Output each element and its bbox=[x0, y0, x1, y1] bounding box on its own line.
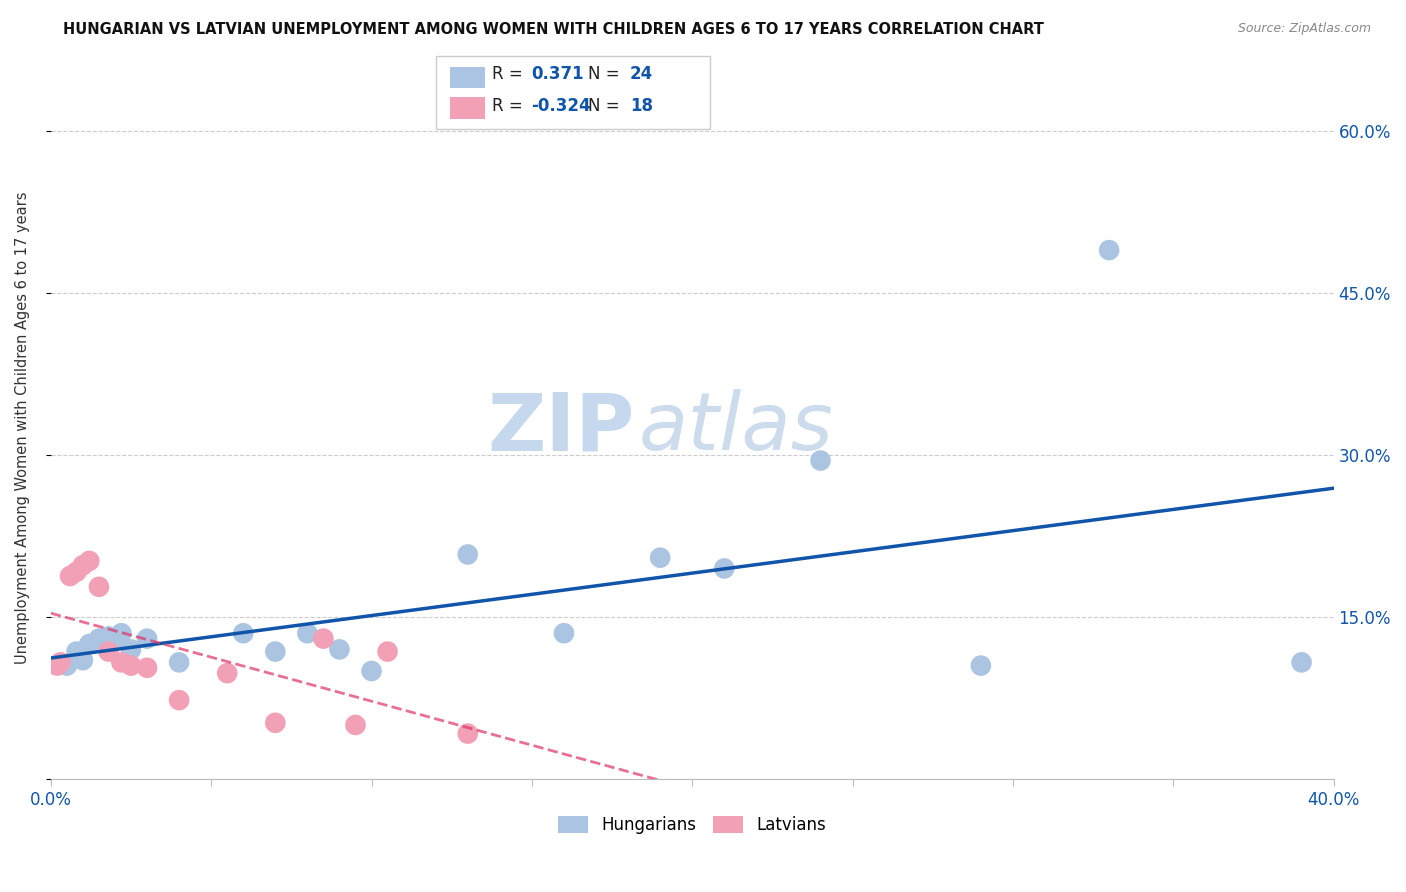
Point bbox=[1291, 656, 1313, 670]
Point bbox=[72, 558, 94, 573]
Text: HUNGARIAN VS LATVIAN UNEMPLOYMENT AMONG WOMEN WITH CHILDREN AGES 6 TO 17 YEARS C: HUNGARIAN VS LATVIAN UNEMPLOYMENT AMONG … bbox=[63, 22, 1045, 37]
Point bbox=[87, 632, 110, 646]
Text: -0.324: -0.324 bbox=[531, 97, 591, 115]
Point bbox=[97, 644, 120, 658]
Point bbox=[377, 644, 399, 658]
Text: Source: ZipAtlas.com: Source: ZipAtlas.com bbox=[1237, 22, 1371, 36]
Point bbox=[328, 642, 350, 657]
Point bbox=[650, 550, 672, 565]
Point bbox=[136, 632, 159, 646]
Point bbox=[970, 658, 993, 673]
Point bbox=[264, 715, 287, 730]
Point bbox=[97, 630, 120, 644]
Point bbox=[72, 653, 94, 667]
Point bbox=[1098, 243, 1121, 257]
Point bbox=[79, 637, 101, 651]
Point bbox=[65, 644, 87, 658]
Point bbox=[167, 656, 190, 670]
Y-axis label: Unemployment Among Women with Children Ages 6 to 17 years: Unemployment Among Women with Children A… bbox=[15, 192, 30, 665]
Text: N =: N = bbox=[588, 97, 624, 115]
Point bbox=[59, 569, 82, 583]
Point bbox=[360, 664, 382, 678]
Point bbox=[264, 644, 287, 658]
Point bbox=[136, 661, 159, 675]
Text: N =: N = bbox=[588, 65, 624, 83]
Point bbox=[120, 658, 142, 673]
Point bbox=[79, 554, 101, 568]
Point bbox=[110, 656, 132, 670]
Point bbox=[46, 658, 69, 673]
Point bbox=[297, 626, 319, 640]
Point bbox=[65, 565, 87, 579]
Point bbox=[167, 693, 190, 707]
Text: 0.371: 0.371 bbox=[531, 65, 583, 83]
Point bbox=[810, 453, 832, 467]
Legend: Hungarians, Latvians: Hungarians, Latvians bbox=[558, 815, 827, 834]
Point bbox=[713, 561, 735, 575]
Point bbox=[457, 548, 479, 562]
Text: 24: 24 bbox=[630, 65, 654, 83]
Text: R =: R = bbox=[492, 97, 529, 115]
Text: 18: 18 bbox=[630, 97, 652, 115]
Text: R =: R = bbox=[492, 65, 529, 83]
Point bbox=[232, 626, 254, 640]
Point bbox=[217, 666, 239, 681]
Point bbox=[110, 626, 132, 640]
Point bbox=[49, 656, 72, 670]
Point bbox=[56, 658, 79, 673]
Text: atlas: atlas bbox=[638, 389, 834, 467]
Point bbox=[87, 580, 110, 594]
Point bbox=[457, 726, 479, 740]
Point bbox=[553, 626, 575, 640]
Text: ZIP: ZIP bbox=[488, 389, 634, 467]
Point bbox=[312, 632, 335, 646]
Point bbox=[104, 633, 127, 648]
Point bbox=[344, 718, 367, 732]
Point bbox=[120, 642, 142, 657]
